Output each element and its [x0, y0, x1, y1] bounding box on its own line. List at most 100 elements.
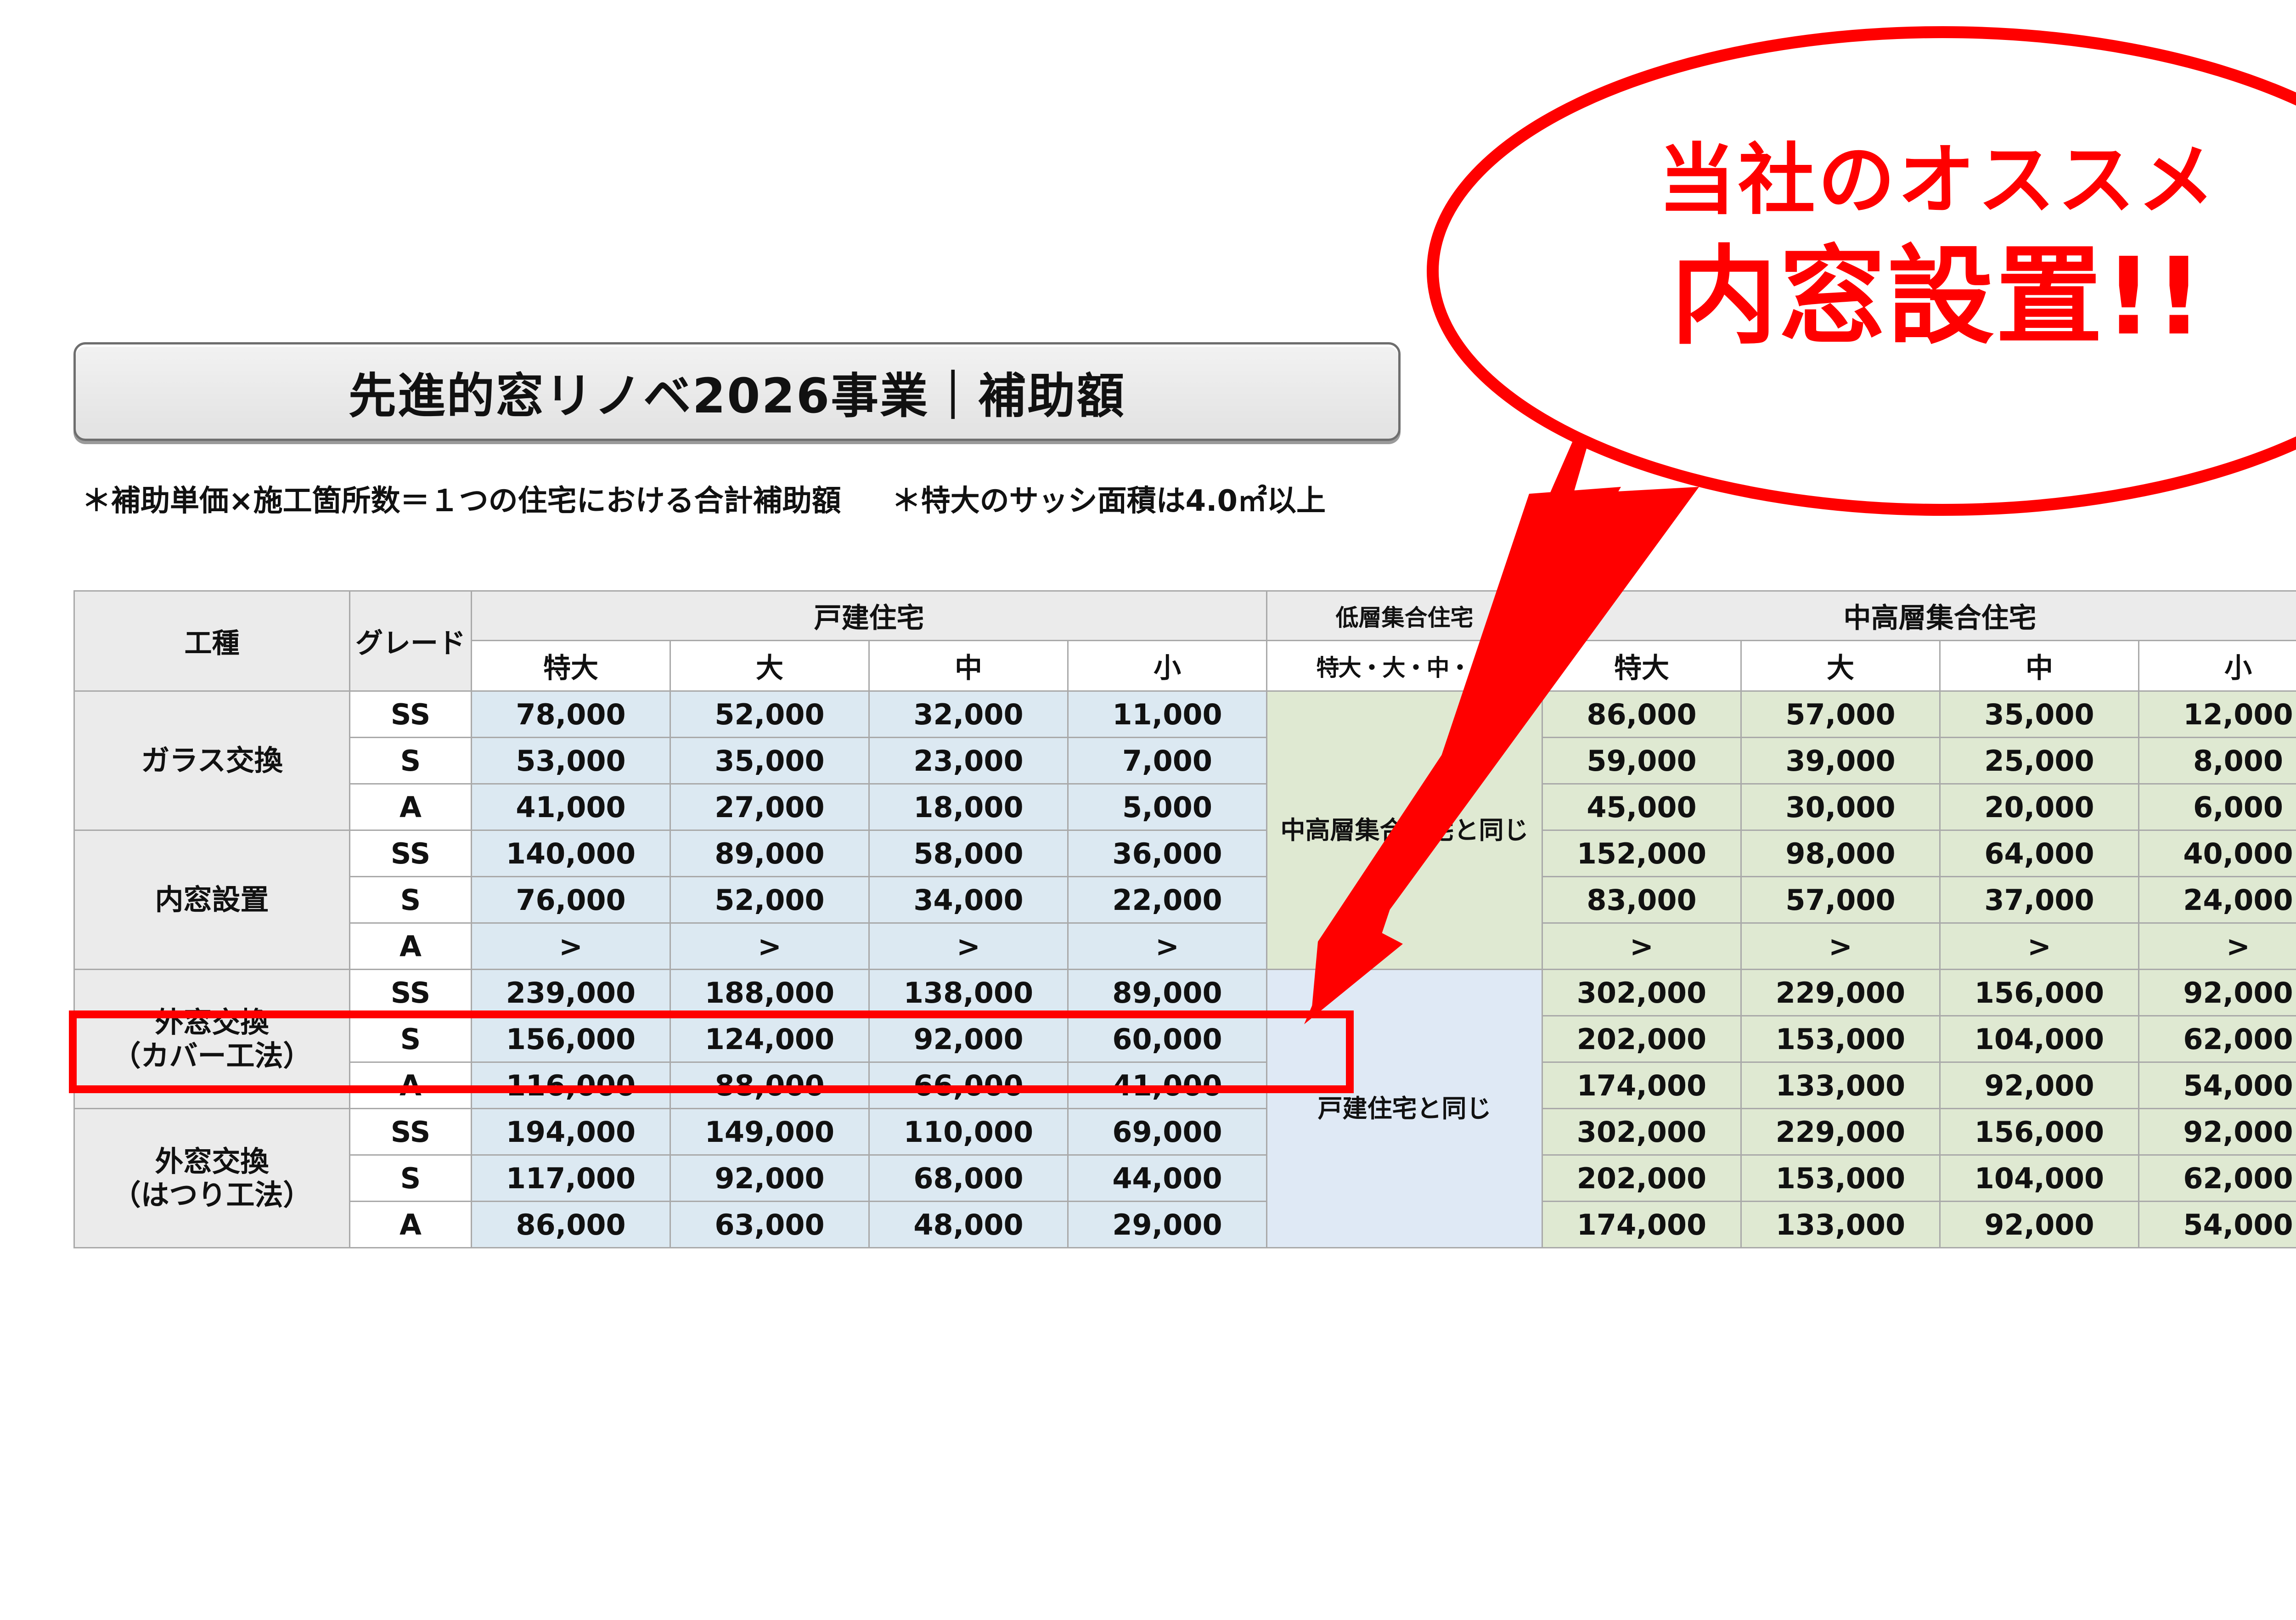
value-cell: 133,000	[1740, 1201, 1941, 1248]
value-cell: 60,000	[1067, 1015, 1267, 1063]
value-cell: 140,000	[471, 830, 671, 877]
header-detached-m: 中	[868, 640, 1069, 692]
value-cell: 41,000	[471, 783, 671, 831]
page-title-banner: 先進的窓リノベ2026事業｜補助額	[73, 342, 1401, 441]
grade-cell: A	[349, 783, 472, 831]
value-cell: 8,000	[2138, 737, 2296, 785]
header-detached-l: 大	[670, 640, 870, 692]
subsidy-amount-table: 工種 グレード 戸建住宅 低層集合住宅 中高層集合住宅 特大 大 中 小 特大・…	[73, 590, 2296, 1248]
header-detached: 戸建住宅	[471, 590, 1267, 641]
value-cell: 24,000	[2138, 876, 2296, 924]
value-cell: 92,000	[2138, 969, 2296, 1016]
value-cell: 174,000	[1542, 1201, 1742, 1248]
table-row: A 116,000 88,000 66,000 41,000 174,000 1…	[74, 1061, 2296, 1109]
value-cell: 62,000	[2138, 1015, 2296, 1063]
grade-cell: SS	[349, 969, 472, 1016]
value-cell: 88,000	[670, 1061, 870, 1109]
value-cell: 156,000	[1939, 969, 2139, 1016]
header-lowrise-sizes: 特大・大・中・小	[1266, 640, 1543, 692]
value-cell: 36,000	[1067, 830, 1267, 877]
row-kind-outer-cover: 外窓交換 （カバー工法）	[73, 969, 350, 1109]
value-cell: 52,000	[670, 876, 870, 924]
header-midrise-xl: 特大	[1542, 640, 1742, 692]
value-cell: 92,000	[2138, 1108, 2296, 1156]
value-cell: 30,000	[1740, 783, 1941, 831]
value-cell: 25,000	[1939, 737, 2139, 785]
value-cell: 23,000	[868, 737, 1069, 785]
value-cell: 7,000	[1067, 737, 1267, 785]
table-row-highlighted: S 76,000 52,000 34,000 22,000 83,000 57,…	[74, 876, 2296, 924]
value-cell: 202,000	[1542, 1015, 1742, 1063]
value-cell: 153,000	[1740, 1015, 1941, 1063]
value-cell: 5,000	[1067, 783, 1267, 831]
value-cell: 104,000	[1939, 1015, 2139, 1063]
header-kind: 工種	[73, 590, 350, 692]
value-cell: 27,000	[670, 783, 870, 831]
value-cell: 156,000	[1939, 1108, 2139, 1156]
value-cell: 194,000	[471, 1108, 671, 1156]
value-cell: 53,000	[471, 737, 671, 785]
value-cell: >	[670, 922, 870, 970]
value-cell: >	[471, 922, 671, 970]
value-cell: >	[2138, 922, 2296, 970]
value-cell: 124,000	[670, 1015, 870, 1063]
value-cell: >	[868, 922, 1069, 970]
header-midrise-s: 小	[2138, 640, 2296, 692]
value-cell: 98,000	[1740, 830, 1941, 877]
table-row: S 53,000 35,000 23,000 7,000 59,000 39,0…	[74, 737, 2296, 785]
grade-cell: SS	[349, 690, 472, 738]
grade-cell: A	[349, 922, 472, 970]
value-cell: >	[1542, 922, 1742, 970]
value-cell: 86,000	[1542, 690, 1742, 738]
value-cell: >	[1067, 922, 1267, 970]
page-title: 先進的窓リノベ2026事業｜補助額	[348, 368, 1126, 424]
value-cell: 57,000	[1740, 690, 1941, 738]
table-row: A 41,000 27,000 18,000 5,000 45,000 30,0…	[74, 783, 2296, 831]
table-row: 内窓設置 SS 140,000 89,000 58,000 36,000 152…	[73, 830, 2296, 970]
value-cell: 39,000	[1740, 737, 1941, 785]
callout-balloon	[1427, 26, 2296, 533]
value-cell: 11,000	[1067, 690, 1267, 738]
grade-cell: A	[349, 1061, 472, 1109]
value-cell: 20,000	[1939, 783, 2139, 831]
kind-line1: 外窓交換	[155, 1144, 269, 1178]
header-midrise-m: 中	[1939, 640, 2139, 692]
value-cell: 54,000	[2138, 1061, 2296, 1109]
value-cell: 152,000	[1542, 830, 1742, 877]
kind-line2: （はつり工法）	[112, 1178, 312, 1212]
grade-cell: S	[349, 737, 472, 785]
value-cell: 69,000	[1067, 1108, 1267, 1156]
value-cell: 48,000	[868, 1201, 1069, 1248]
value-cell: 89,000	[670, 830, 870, 877]
table-row: S 117,000 92,000 68,000 44,000 202,000 1…	[74, 1154, 2296, 1202]
subtitle-notes: ＊補助単価×施工箇所数＝１つの住宅における合計補助額 ＊特大のサッシ面積は4.0…	[82, 478, 2010, 519]
value-cell: 116,000	[471, 1061, 671, 1109]
value-cell: 37,000	[1939, 876, 2139, 924]
kind-line1: 外窓交換	[155, 1005, 269, 1039]
value-cell: >	[1939, 922, 2139, 970]
value-cell: 45,000	[1542, 783, 1742, 831]
value-cell: 104,000	[1939, 1154, 2139, 1202]
value-cell: 86,000	[471, 1201, 671, 1248]
header-detached-s: 小	[1067, 640, 1267, 692]
value-cell: 6,000	[2138, 783, 2296, 831]
value-cell: 92,000	[868, 1015, 1069, 1063]
value-cell: 138,000	[868, 969, 1069, 1016]
value-cell: >	[1740, 922, 1941, 970]
value-cell: 92,000	[1939, 1061, 2139, 1109]
header-grade: グレード	[349, 590, 472, 692]
header-midrise-l: 大	[1740, 640, 1941, 692]
value-cell: 149,000	[670, 1108, 870, 1156]
value-cell: 83,000	[1542, 876, 1742, 924]
grade-cell: S	[349, 1154, 472, 1202]
value-cell: 52,000	[670, 690, 870, 738]
value-cell: 202,000	[1542, 1154, 1742, 1202]
value-cell: 68,000	[868, 1154, 1069, 1202]
row-kind-outer-demolition: 外窓交換 （はつり工法）	[73, 1108, 350, 1248]
value-cell: 302,000	[1542, 969, 1742, 1016]
value-cell: 302,000	[1542, 1108, 1742, 1156]
row-kind-glass: ガラス交換	[73, 690, 350, 831]
grade-cell: S	[349, 1015, 472, 1063]
note-formula: ＊補助単価×施工箇所数＝１つの住宅における合計補助額	[82, 484, 841, 518]
value-cell: 174,000	[1542, 1061, 1742, 1109]
